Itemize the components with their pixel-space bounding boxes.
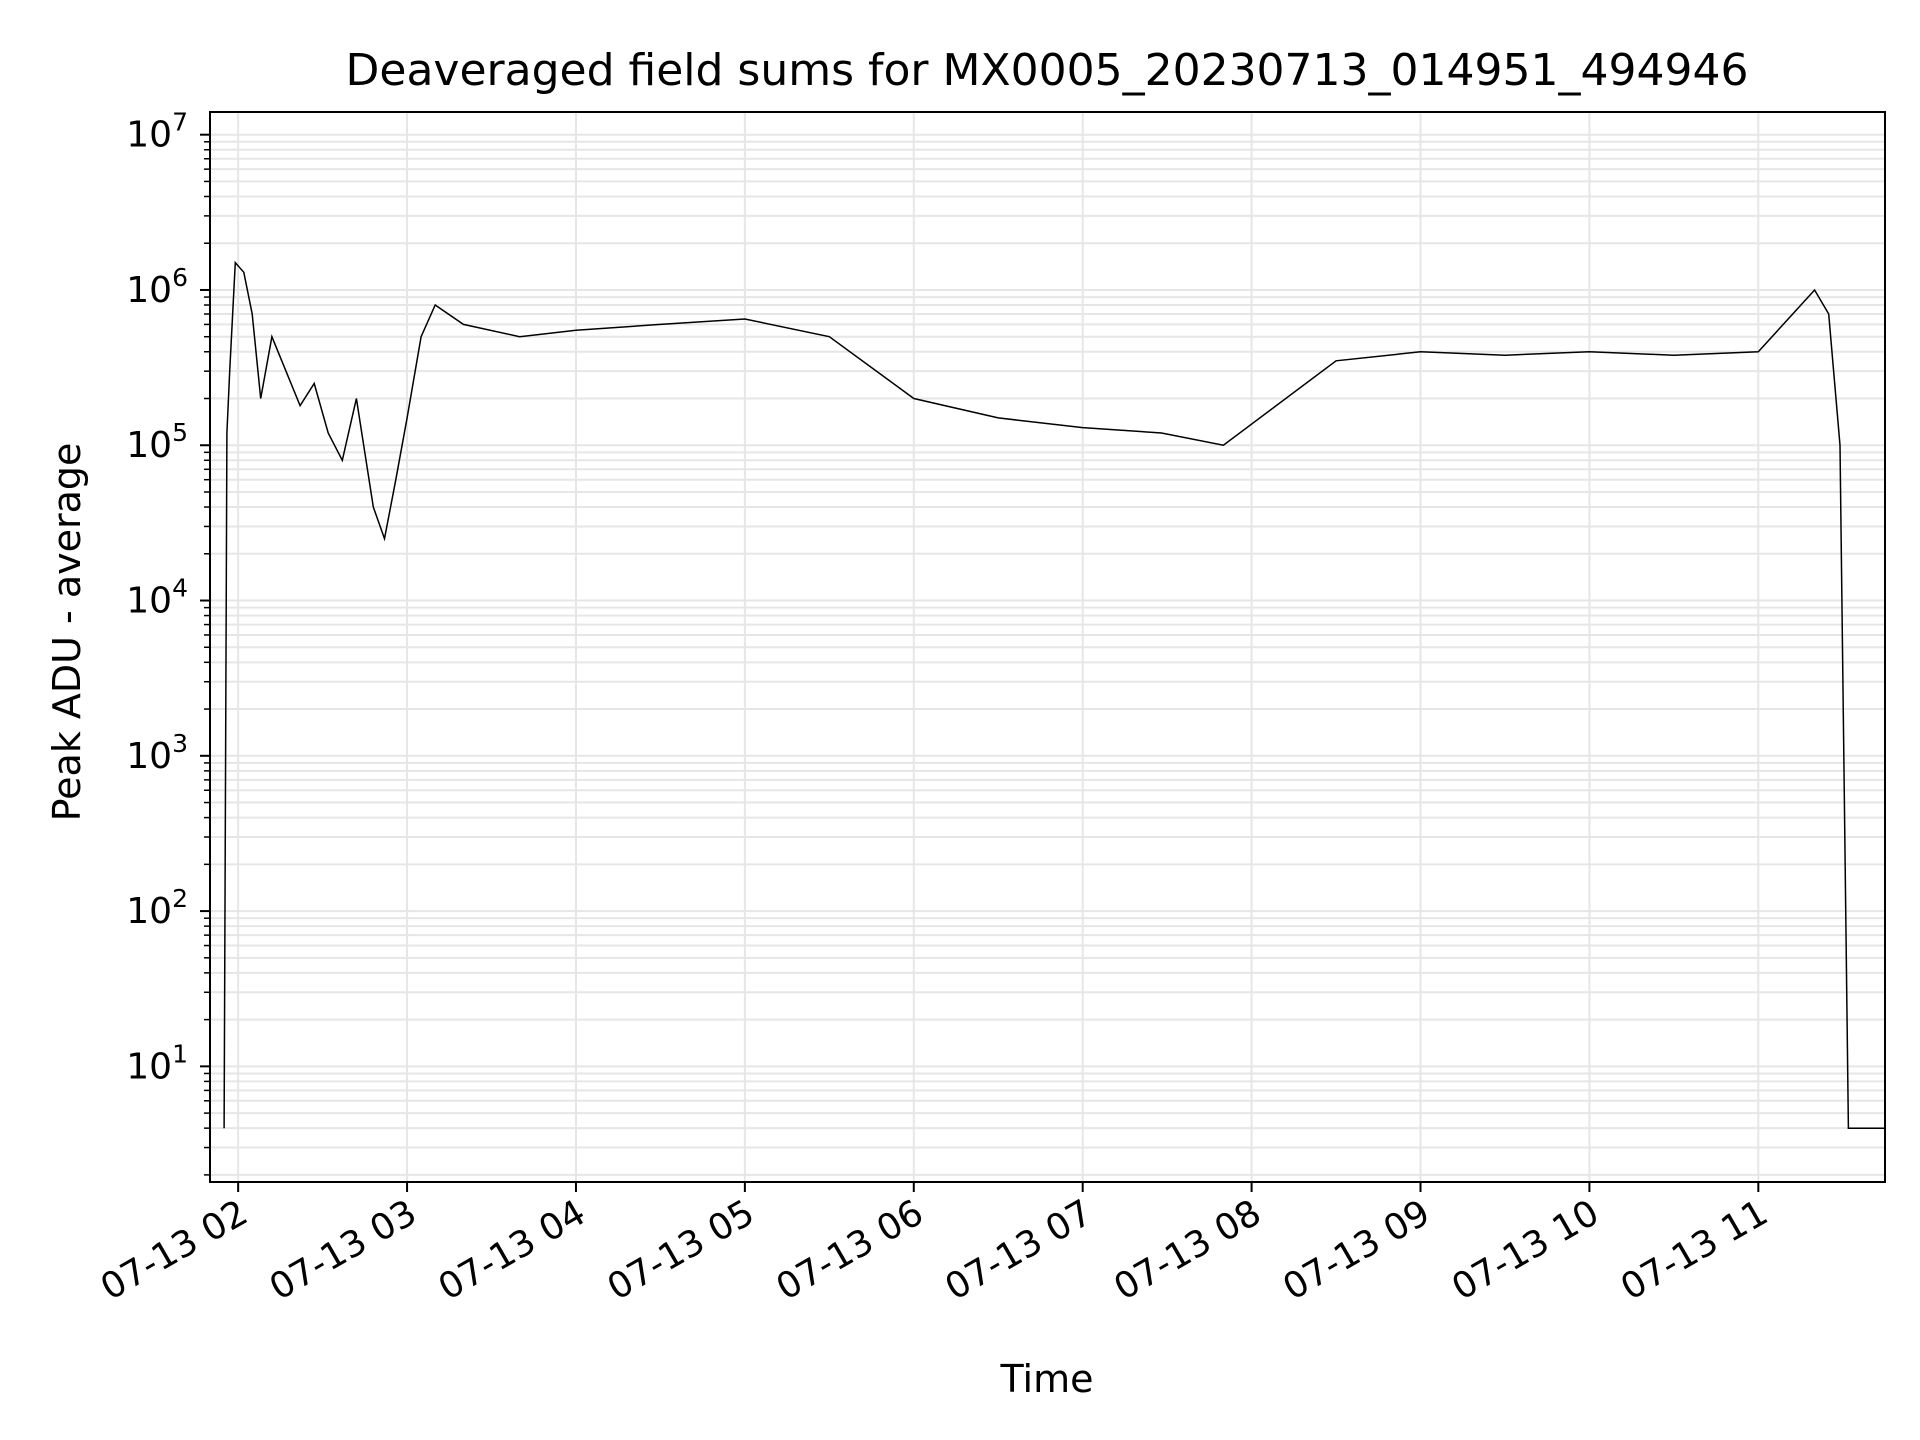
chart-title: Deaveraged field sums for MX0005_2023071… — [346, 45, 1749, 96]
y-tick-label: 102 — [126, 884, 188, 932]
y-tick-label: 101 — [126, 1039, 188, 1087]
data-series — [223, 260, 1885, 1129]
y-tick-label: 103 — [126, 729, 188, 777]
grid — [210, 112, 1885, 1182]
y-tick-label: 106 — [126, 263, 188, 311]
y-axis-ticks: 101 102 103 104 105 106 107 — [126, 108, 210, 1176]
x-axis-label: Time — [1000, 1357, 1094, 1401]
y-tick-label: 107 — [126, 108, 188, 156]
y-tick-label: 105 — [126, 418, 188, 466]
y-axis-label: Peak ADU - average — [45, 443, 89, 822]
series-line — [223, 260, 1885, 1129]
y-tick-label: 104 — [126, 574, 188, 622]
